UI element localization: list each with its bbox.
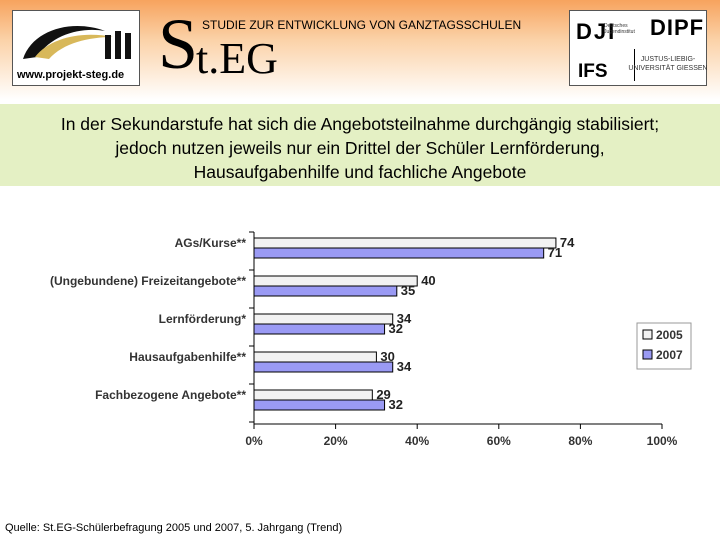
headline-text: In der Sekundarstufe hat sich die Angebo… [0,112,720,184]
header: www.projekt-steg.de S t.EG STUDIE ZUR EN… [0,0,720,100]
steg-wordmark: S t.EG [158,4,288,84]
data-label-2005: 30 [380,349,394,364]
headline-line-1: In der Sekundarstufe hat sich die Angebo… [60,114,660,134]
dipf-logo: DIPF [650,15,705,40]
steg-project-logo: www.projekt-steg.de [12,10,140,86]
bar-2005 [253,389,373,401]
x-tick-label: 100% [647,434,678,448]
bar-2007 [253,323,386,335]
brand-initial: S [158,4,199,84]
study-title: STUDIE ZUR ENTWICKLUNG VON GANZTAGSSCHUL… [202,18,522,32]
data-label-2007: 32 [389,321,403,336]
website-url: www.projekt-steg.de [17,69,125,81]
category-label: Lernförderung* [159,312,247,326]
bar-2007 [253,285,398,297]
category-label: Hausaufgabenhilfe** [129,350,246,364]
headline-line-2: jedoch nutzen jeweils nur ein Drittel de… [115,138,605,158]
legend-swatch-2007 [642,349,653,360]
data-label-2005: 29 [376,387,390,402]
legend-swatch-2005 [642,329,653,340]
bar-2005 [253,351,377,363]
dji-subtitle: Deutsches Jugendinstitut [604,23,635,35]
bar-2007 [253,399,386,411]
category-label: Fachbezogene Angebote** [95,388,246,402]
dji-logo: DJI [576,19,617,44]
bar-2005 [253,237,557,249]
source-note: Quelle: St.EG-Schülerbefragung 2005 und … [5,522,343,534]
ifs-logo: IFS [578,61,608,82]
legend-box [636,322,692,370]
partner-logos: DJI Deutsches Jugendinstitut DIPF IFS JU… [569,10,708,86]
x-tick-label: 80% [568,434,592,448]
data-label-2007: 34 [397,359,412,374]
data-label-2007: 35 [401,283,415,298]
bar-2005 [253,275,418,287]
bar-2005 [253,313,394,325]
brand-rest: t.EG [196,34,278,83]
x-tick-label: 40% [405,434,429,448]
data-label-2005: 34 [397,311,412,326]
bar-2007 [253,247,545,259]
data-label-2005: 40 [421,273,435,288]
headline-banner: In der Sekundarstufe hat sich die Angebo… [0,104,720,186]
x-tick-label: 60% [487,434,511,448]
legend-label-2007: 2007 [656,348,683,362]
data-label-2007: 71 [548,245,562,260]
uni-giessen-logo: JUSTUS-LIEBIG-UNIVERSITÄT GIESSEN [628,56,708,72]
data-label-2007: 32 [389,397,403,412]
headline-line-3: Hausaufgabenhilfe und fachliche Angebote [193,162,527,182]
bar-2007 [253,361,394,373]
steg-swoosh-icon [23,26,131,59]
category-label: AGs/Kurse** [175,236,247,250]
data-label-2005: 74 [560,235,575,250]
legend-label-2005: 2005 [656,328,683,342]
category-label: (Ungebundene) Freizeitangebote** [50,274,246,288]
x-tick-label: 0% [245,434,263,448]
logo-divider [634,49,635,81]
x-tick-label: 20% [324,434,348,448]
